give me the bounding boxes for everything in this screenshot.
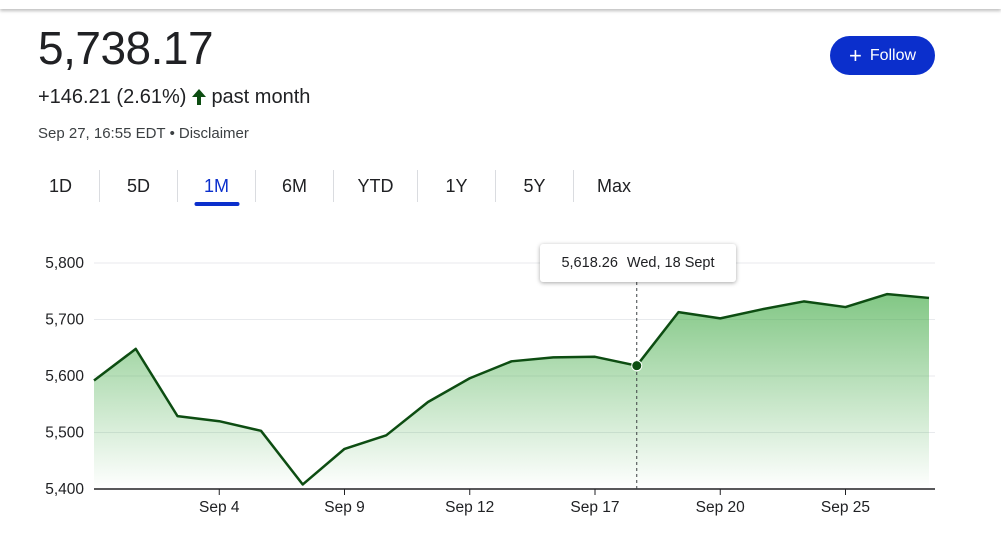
y-tick-label: 5,400 <box>45 481 84 498</box>
tab-1m[interactable]: 1M <box>178 170 255 202</box>
highlight-point <box>631 360 643 372</box>
tab-label: 5Y <box>523 175 546 196</box>
tab-divider <box>417 170 418 202</box>
follow-button[interactable]: + Follow <box>830 36 935 75</box>
tab-label: 6M <box>281 175 307 196</box>
tab-label: 5D <box>126 175 150 196</box>
y-tick-label: 5,600 <box>45 368 84 385</box>
tab-divider <box>333 170 334 202</box>
tab-label: YTD <box>357 175 394 196</box>
tab-1y[interactable]: 1Y <box>418 170 495 202</box>
tab-1d[interactable]: 1D <box>22 170 99 202</box>
tab-divider <box>573 170 574 202</box>
quote-meta: Sep 27, 16:55 EDT • Disclaimer <box>38 124 249 144</box>
series-line <box>93 292 930 486</box>
tab-label: 1D <box>48 175 72 196</box>
tab-5d[interactable]: 5D <box>100 170 177 202</box>
current-price: 5,738.17 <box>38 22 214 74</box>
tab-label: 1M <box>203 175 229 196</box>
area-fill <box>94 294 929 489</box>
tab-max[interactable]: Max <box>574 170 654 202</box>
tab-divider <box>255 170 256 202</box>
y-tick-label: 5,800 <box>45 255 84 272</box>
y-tick-label: 5,500 <box>45 425 84 442</box>
tab-divider <box>99 170 100 202</box>
range-tabs: 1D 5D 1M 6M YTD 1Y 5Y Max <box>22 170 654 204</box>
y-tick-label: 5,700 <box>45 312 84 329</box>
arrow-up-icon <box>190 87 208 107</box>
x-tick-label: Sep 9 <box>324 499 365 516</box>
change-period: past month <box>211 86 311 108</box>
top-bar <box>0 0 1001 9</box>
follow-label: Follow <box>869 46 917 64</box>
disclaimer-link[interactable]: Disclaimer <box>178 125 249 142</box>
tab-ytd[interactable]: YTD <box>334 170 417 202</box>
chart-tooltip: 5,618.26 Wed, 18 Sept <box>540 244 736 282</box>
tab-label: Max <box>596 175 631 196</box>
price-chart[interactable]: 5,800 5,700 5,600 5,500 5,400 Sep 4 Sep 9 Sep 1… <box>0 230 1001 542</box>
tooltip-date: Wed, 18 Sept <box>626 255 715 271</box>
tab-6m[interactable]: 6M <box>256 170 333 202</box>
quote-timestamp: Sep 27, 16:55 EDT <box>38 125 166 142</box>
meta-separator: • <box>169 125 175 142</box>
x-tick-label: Sep 25 <box>821 499 870 516</box>
x-tick-label: Sep 17 <box>570 499 619 516</box>
tab-label: 1Y <box>445 175 468 196</box>
x-tick-label: Sep 12 <box>445 499 494 516</box>
tooltip-value: 5,618.26 <box>561 255 618 271</box>
price-change: +146.21 (2.61%) past month <box>38 84 310 110</box>
x-tick-label: Sep 20 <box>696 499 746 516</box>
plus-icon: + <box>848 42 862 68</box>
x-tick-label: Sep 4 <box>199 499 240 516</box>
change-value: +146.21 (2.61%) <box>38 86 187 108</box>
tab-5y[interactable]: 5Y <box>496 170 573 202</box>
tab-divider <box>495 170 496 202</box>
